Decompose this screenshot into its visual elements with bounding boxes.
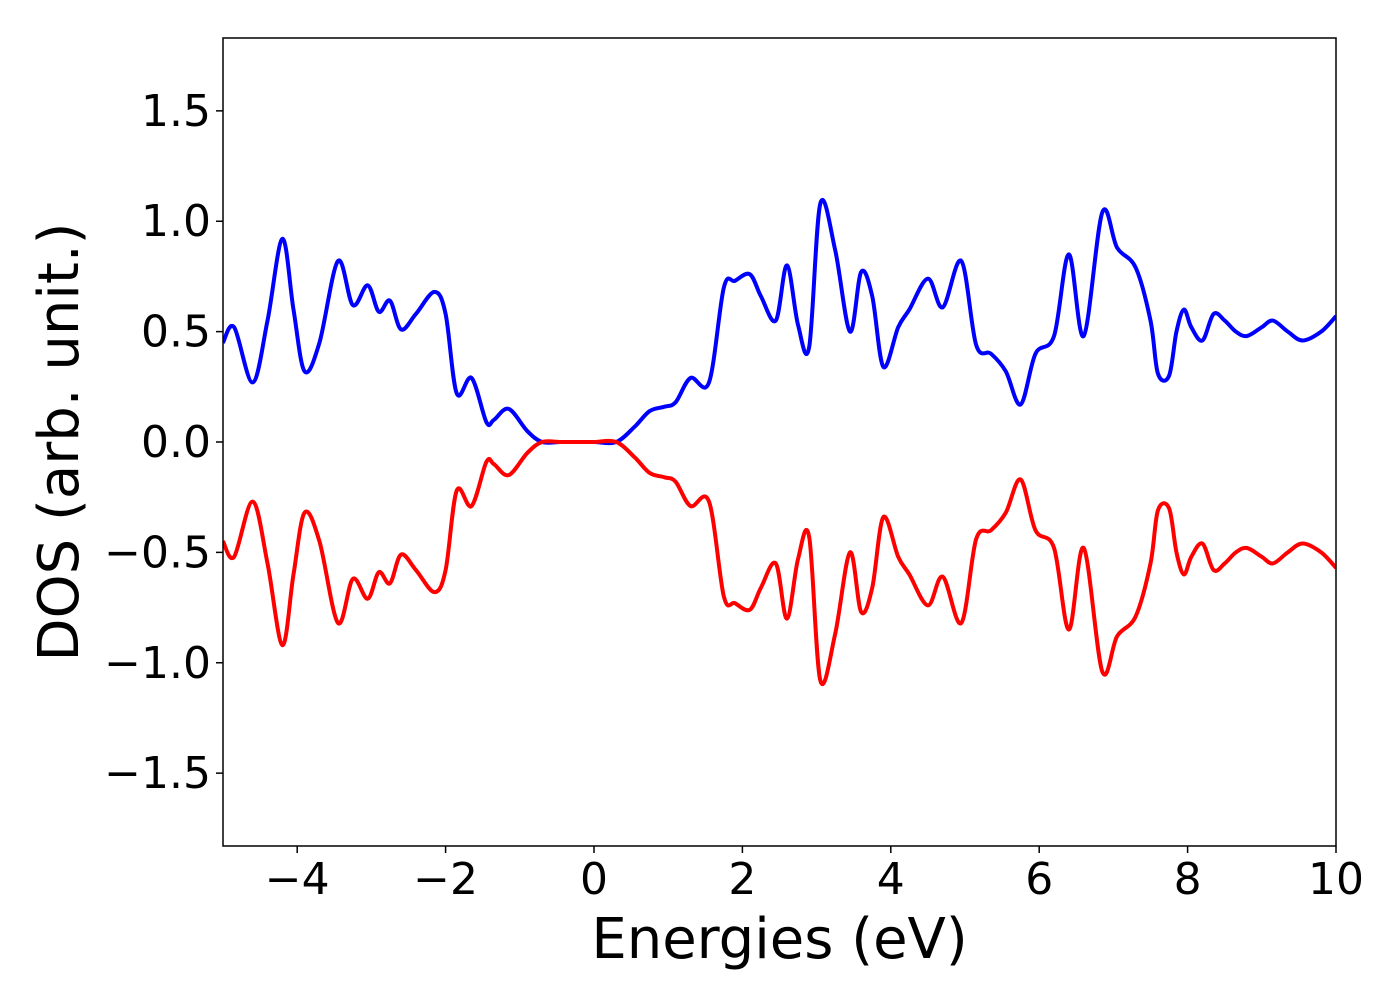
x-tick-label: −2	[413, 854, 478, 905]
x-tick-label: 10	[1308, 854, 1364, 905]
series-line-up	[223, 198, 1336, 446]
x-tick-label: 2	[728, 854, 756, 905]
y-axis-label: DOS (arb. unit.)	[27, 222, 92, 661]
x-axis-label: Energies (eV)	[591, 907, 967, 972]
y-tick-label: −1.0	[104, 638, 211, 689]
series-line-down	[223, 438, 1336, 686]
plot-frame	[222, 37, 1337, 847]
x-tick-label: 0	[580, 854, 608, 905]
y-tick-label: 0.5	[141, 307, 211, 358]
y-axis: 1.5 1.0 0.5 0.0 −0.5 −1.0 −1.5	[104, 86, 223, 799]
y-tick-label: −1.5	[104, 748, 211, 799]
x-tick-label: 4	[877, 854, 905, 905]
x-tick-label: 8	[1174, 854, 1202, 905]
y-tick-label: −0.5	[104, 527, 211, 578]
x-tick-label: 6	[1025, 854, 1053, 905]
y-tick-label: 0.0	[141, 417, 211, 468]
x-tick-label: −4	[265, 854, 330, 905]
y-tick-label: 1.0	[141, 196, 211, 247]
x-axis: −4 −2 0 2 4 6 8 10	[265, 846, 1364, 905]
y-tick-label: 1.5	[141, 86, 211, 137]
plot-area	[223, 198, 1336, 686]
